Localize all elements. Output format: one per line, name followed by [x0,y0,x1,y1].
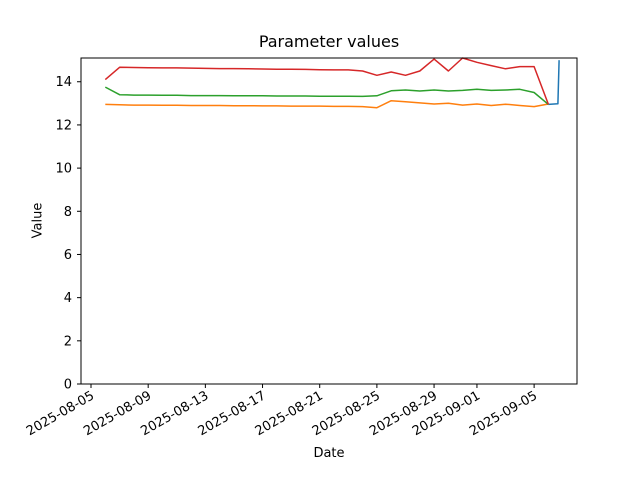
series-red-line [104,57,550,105]
y-tick-label: 10 [55,162,72,177]
y-tick-label: 14 [55,75,72,90]
y-tick-label: 2 [64,334,72,349]
series-blue-line [548,60,560,106]
x-axis-label: Date [313,446,345,461]
y-tick-label: 0 [64,378,72,393]
y-tick-label: 4 [64,291,72,306]
chart-title: Parameter values [258,32,400,51]
y-tick-label: 12 [55,118,72,133]
series-green-line [104,86,549,105]
series-orange-line [105,99,549,109]
y-tick-label: 8 [64,205,72,220]
axes-spines [80,57,578,385]
y-tick-label: 6 [64,248,72,263]
